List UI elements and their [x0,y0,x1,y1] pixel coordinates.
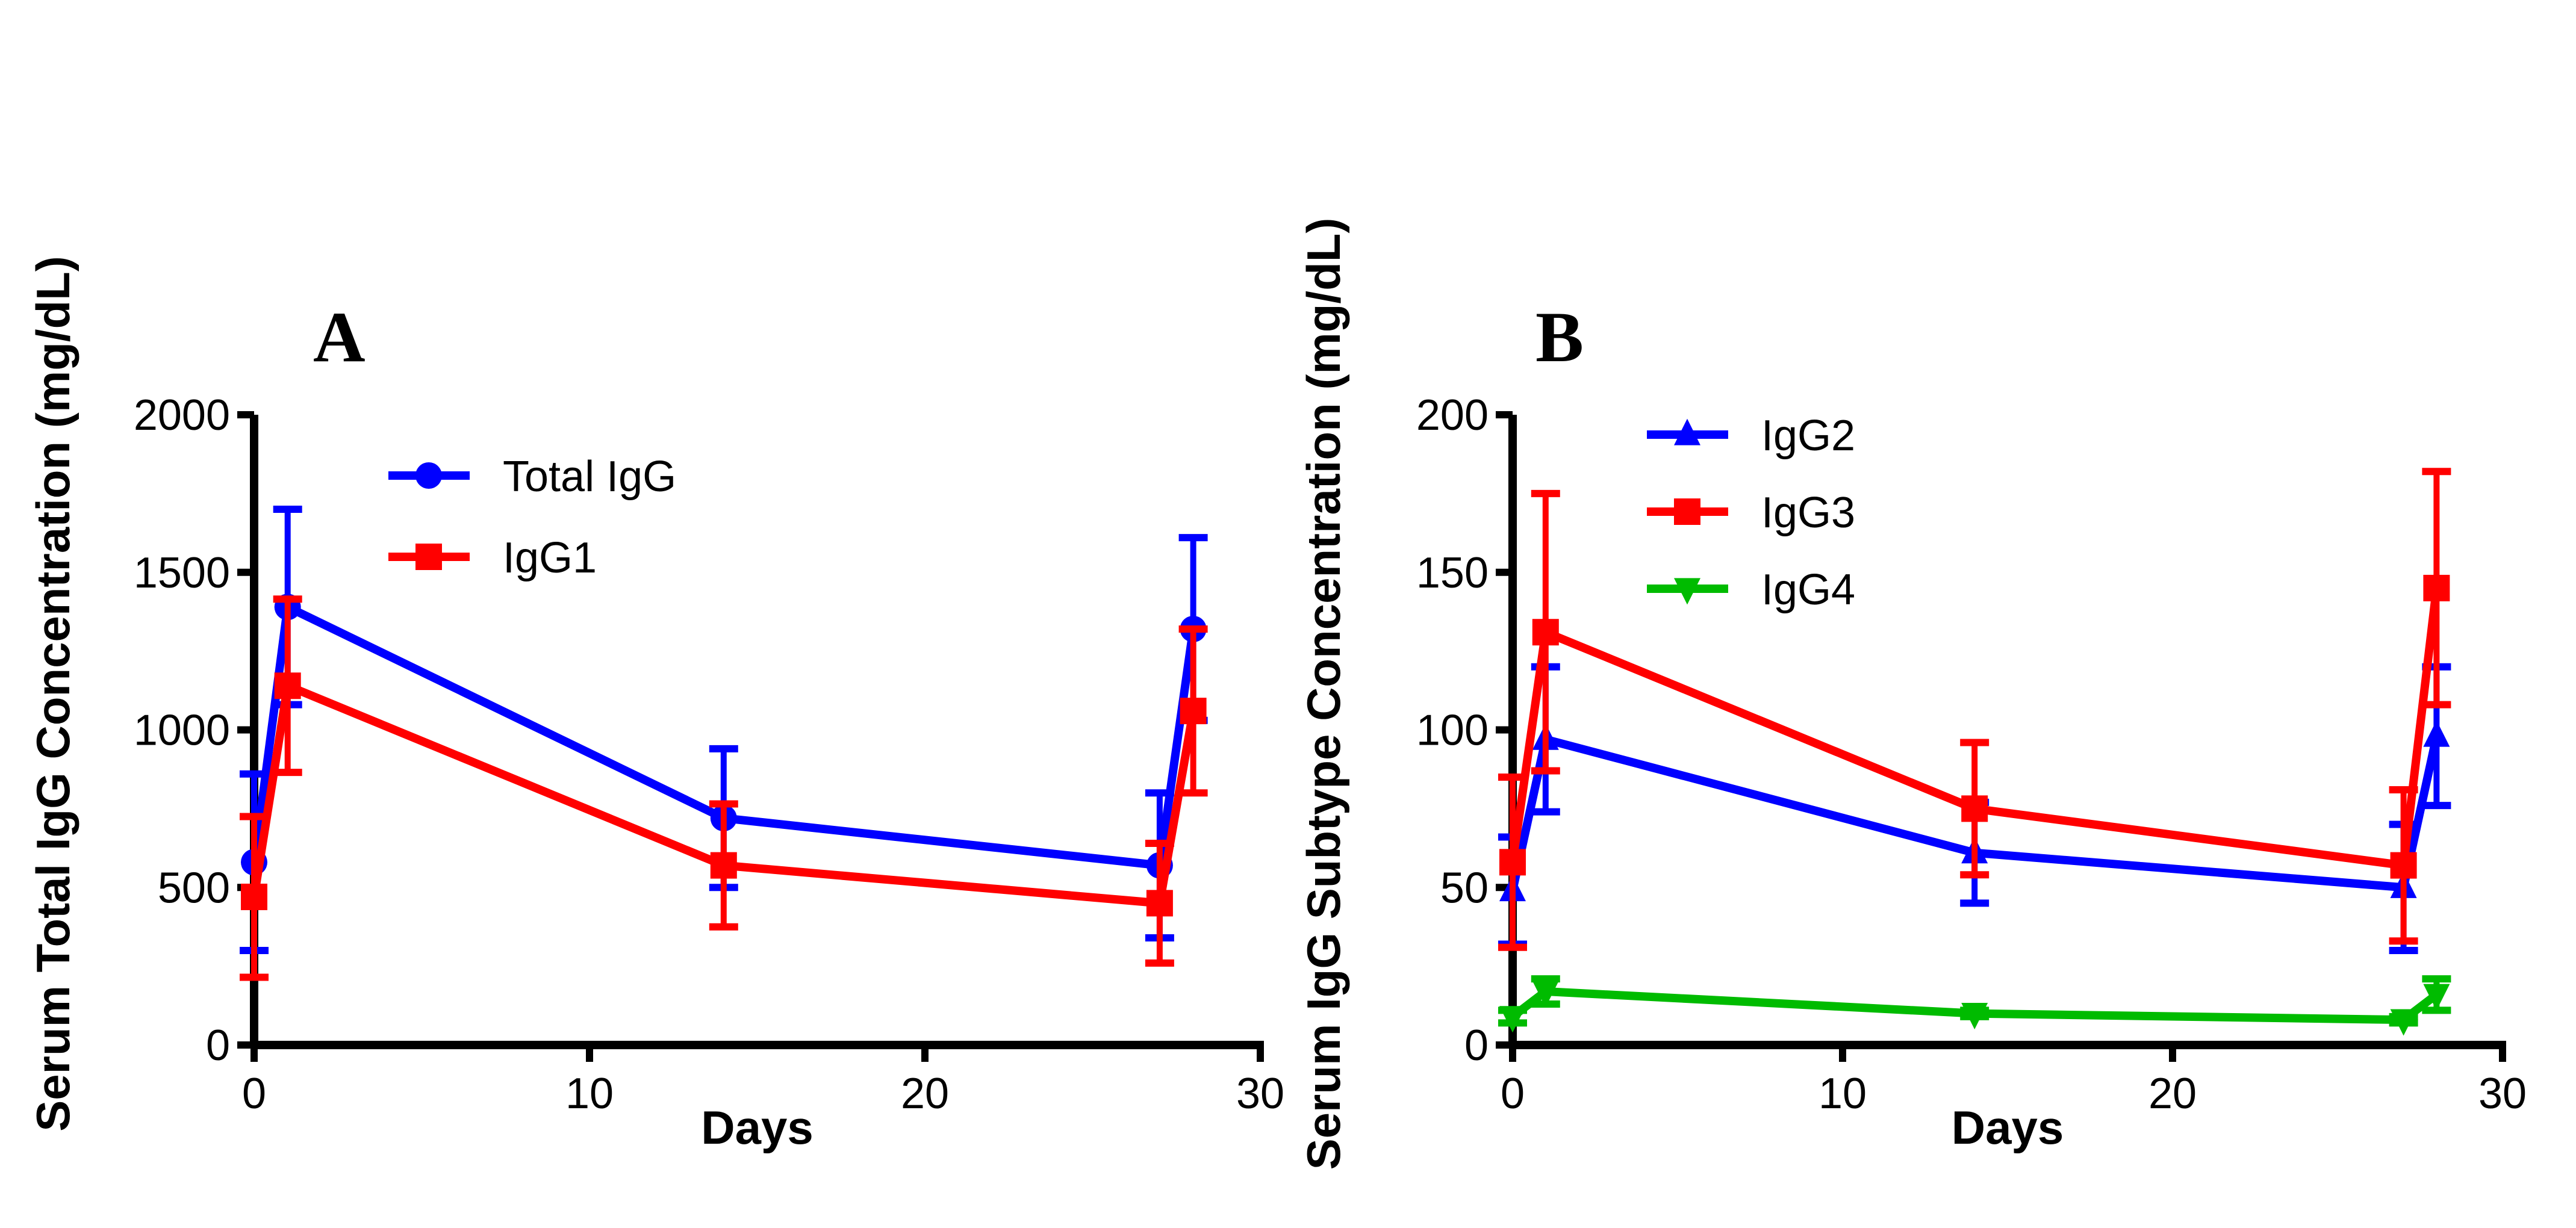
data-point [2423,720,2450,747]
legend-label: IgG1 [503,534,597,582]
y-tick-label: 2000 [134,391,230,439]
data-point [2390,1009,2417,1036]
data-point [2423,984,2450,1011]
data-point [241,883,267,910]
x-tick-label: 0 [1501,1070,1525,1118]
y-tick-label: 200 [1416,391,1489,439]
legend-marker [1674,418,1700,445]
legend-label: IgG2 [1761,412,1855,460]
x-tick-label: 20 [901,1070,949,1118]
y-tick-label: 0 [1464,1022,1489,1070]
chart-panel-B: B 0 50 100 150 200 0 10 20 30 Days Serum IgG Subtyp… [1297,218,2527,1170]
y-tick-label: 1500 [134,549,230,597]
legend-label: IgG3 [1761,489,1855,537]
legend-marker [1674,498,1700,525]
panel-label: B [1535,297,1584,377]
data-point [1532,981,1559,1008]
y-tick-label: 0 [206,1022,230,1070]
x-tick-label: 10 [1818,1070,1867,1118]
y-tick-label: 150 [1416,549,1489,597]
x-tick-label: 30 [1236,1070,1284,1118]
data-point [1499,849,1526,876]
y-tick-label: 50 [1440,864,1489,912]
series-igg1 [240,595,1208,981]
y-tick-label: 500 [158,864,230,912]
x-tick-label: 30 [2478,1070,2527,1118]
chart-panel-A: A 0 500 1000 1500 2000 0 10 20 30 Days Serum Total … [26,256,1284,1154]
data-point [1146,890,1173,917]
y-tick-label: 100 [1416,707,1489,755]
y-axis-label: Serum Total IgG Concentration (mg/dL) [26,256,79,1132]
data-point [1180,698,1207,725]
data-point [1961,795,1988,822]
data-point [2423,574,2450,601]
x-tick-label: 20 [2148,1070,2197,1118]
series-igg3 [1498,468,2451,951]
legend-marker [415,544,442,570]
data-point [710,852,737,879]
legend-marker [415,462,442,489]
legend-label: IgG4 [1761,566,1855,614]
x-tick-label: 0 [242,1070,266,1118]
data-point [274,672,301,699]
data-point [1499,1006,1526,1033]
y-axis-label: Serum IgG Subtype Concentration (mg/dL) [1297,218,1350,1170]
x-tick-label: 10 [565,1070,614,1118]
data-point [1961,1003,1988,1030]
series-igg4 [1498,975,2451,1036]
panel-label: A [313,297,366,377]
x-axis-label: Days [701,1101,813,1154]
data-point [1532,619,1559,646]
x-axis-label: Days [1952,1101,2064,1154]
data-point [2390,852,2417,879]
legend-label: Total IgG [503,453,676,501]
legend-marker [1674,578,1700,605]
y-tick-label: 1000 [134,707,230,755]
